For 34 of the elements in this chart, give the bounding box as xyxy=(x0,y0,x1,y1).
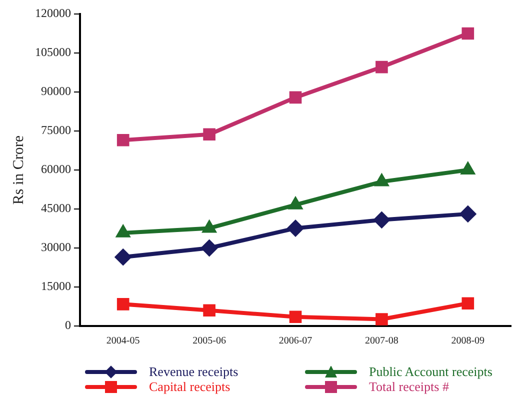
point xyxy=(376,60,388,74)
point xyxy=(289,310,302,324)
point xyxy=(462,297,474,310)
point xyxy=(203,128,216,141)
x-tick-label: 2008-09 xyxy=(451,336,485,347)
y-axis-title: Rs in Crore xyxy=(10,135,27,205)
legend-label: Capital receipts xyxy=(149,379,230,394)
legend-label: Revenue receipts xyxy=(149,364,238,379)
point xyxy=(287,220,304,237)
y-tick-label: 15000 xyxy=(41,279,71,294)
point xyxy=(289,91,302,104)
point xyxy=(462,27,474,40)
x-tick-label: 2005-06 xyxy=(192,336,226,347)
y-tick-label: 0 xyxy=(65,318,71,332)
point xyxy=(114,248,132,266)
point xyxy=(200,240,218,256)
point xyxy=(203,304,216,317)
y-tick-label: 30000 xyxy=(41,240,71,254)
x-tick-label: 2004-05 xyxy=(106,336,140,347)
y-tick-label: 105000 xyxy=(35,45,71,60)
x-tick-label: 2007-08 xyxy=(365,336,398,347)
point xyxy=(116,298,130,310)
y-tick-label: 45000 xyxy=(41,201,71,216)
y-tick-label: 75000 xyxy=(41,123,71,138)
point xyxy=(459,205,476,222)
legend-label: Total receipts # xyxy=(369,379,449,394)
y-tick-label: 60000 xyxy=(41,162,71,176)
legend-label: Public Account receipts xyxy=(369,364,492,379)
point xyxy=(116,134,130,146)
point xyxy=(376,313,388,326)
y-tick-label: 120000 xyxy=(35,6,71,20)
y-tick-label: 90000 xyxy=(41,84,71,98)
x-tick-label: 2006-07 xyxy=(278,336,312,347)
point xyxy=(373,211,390,228)
